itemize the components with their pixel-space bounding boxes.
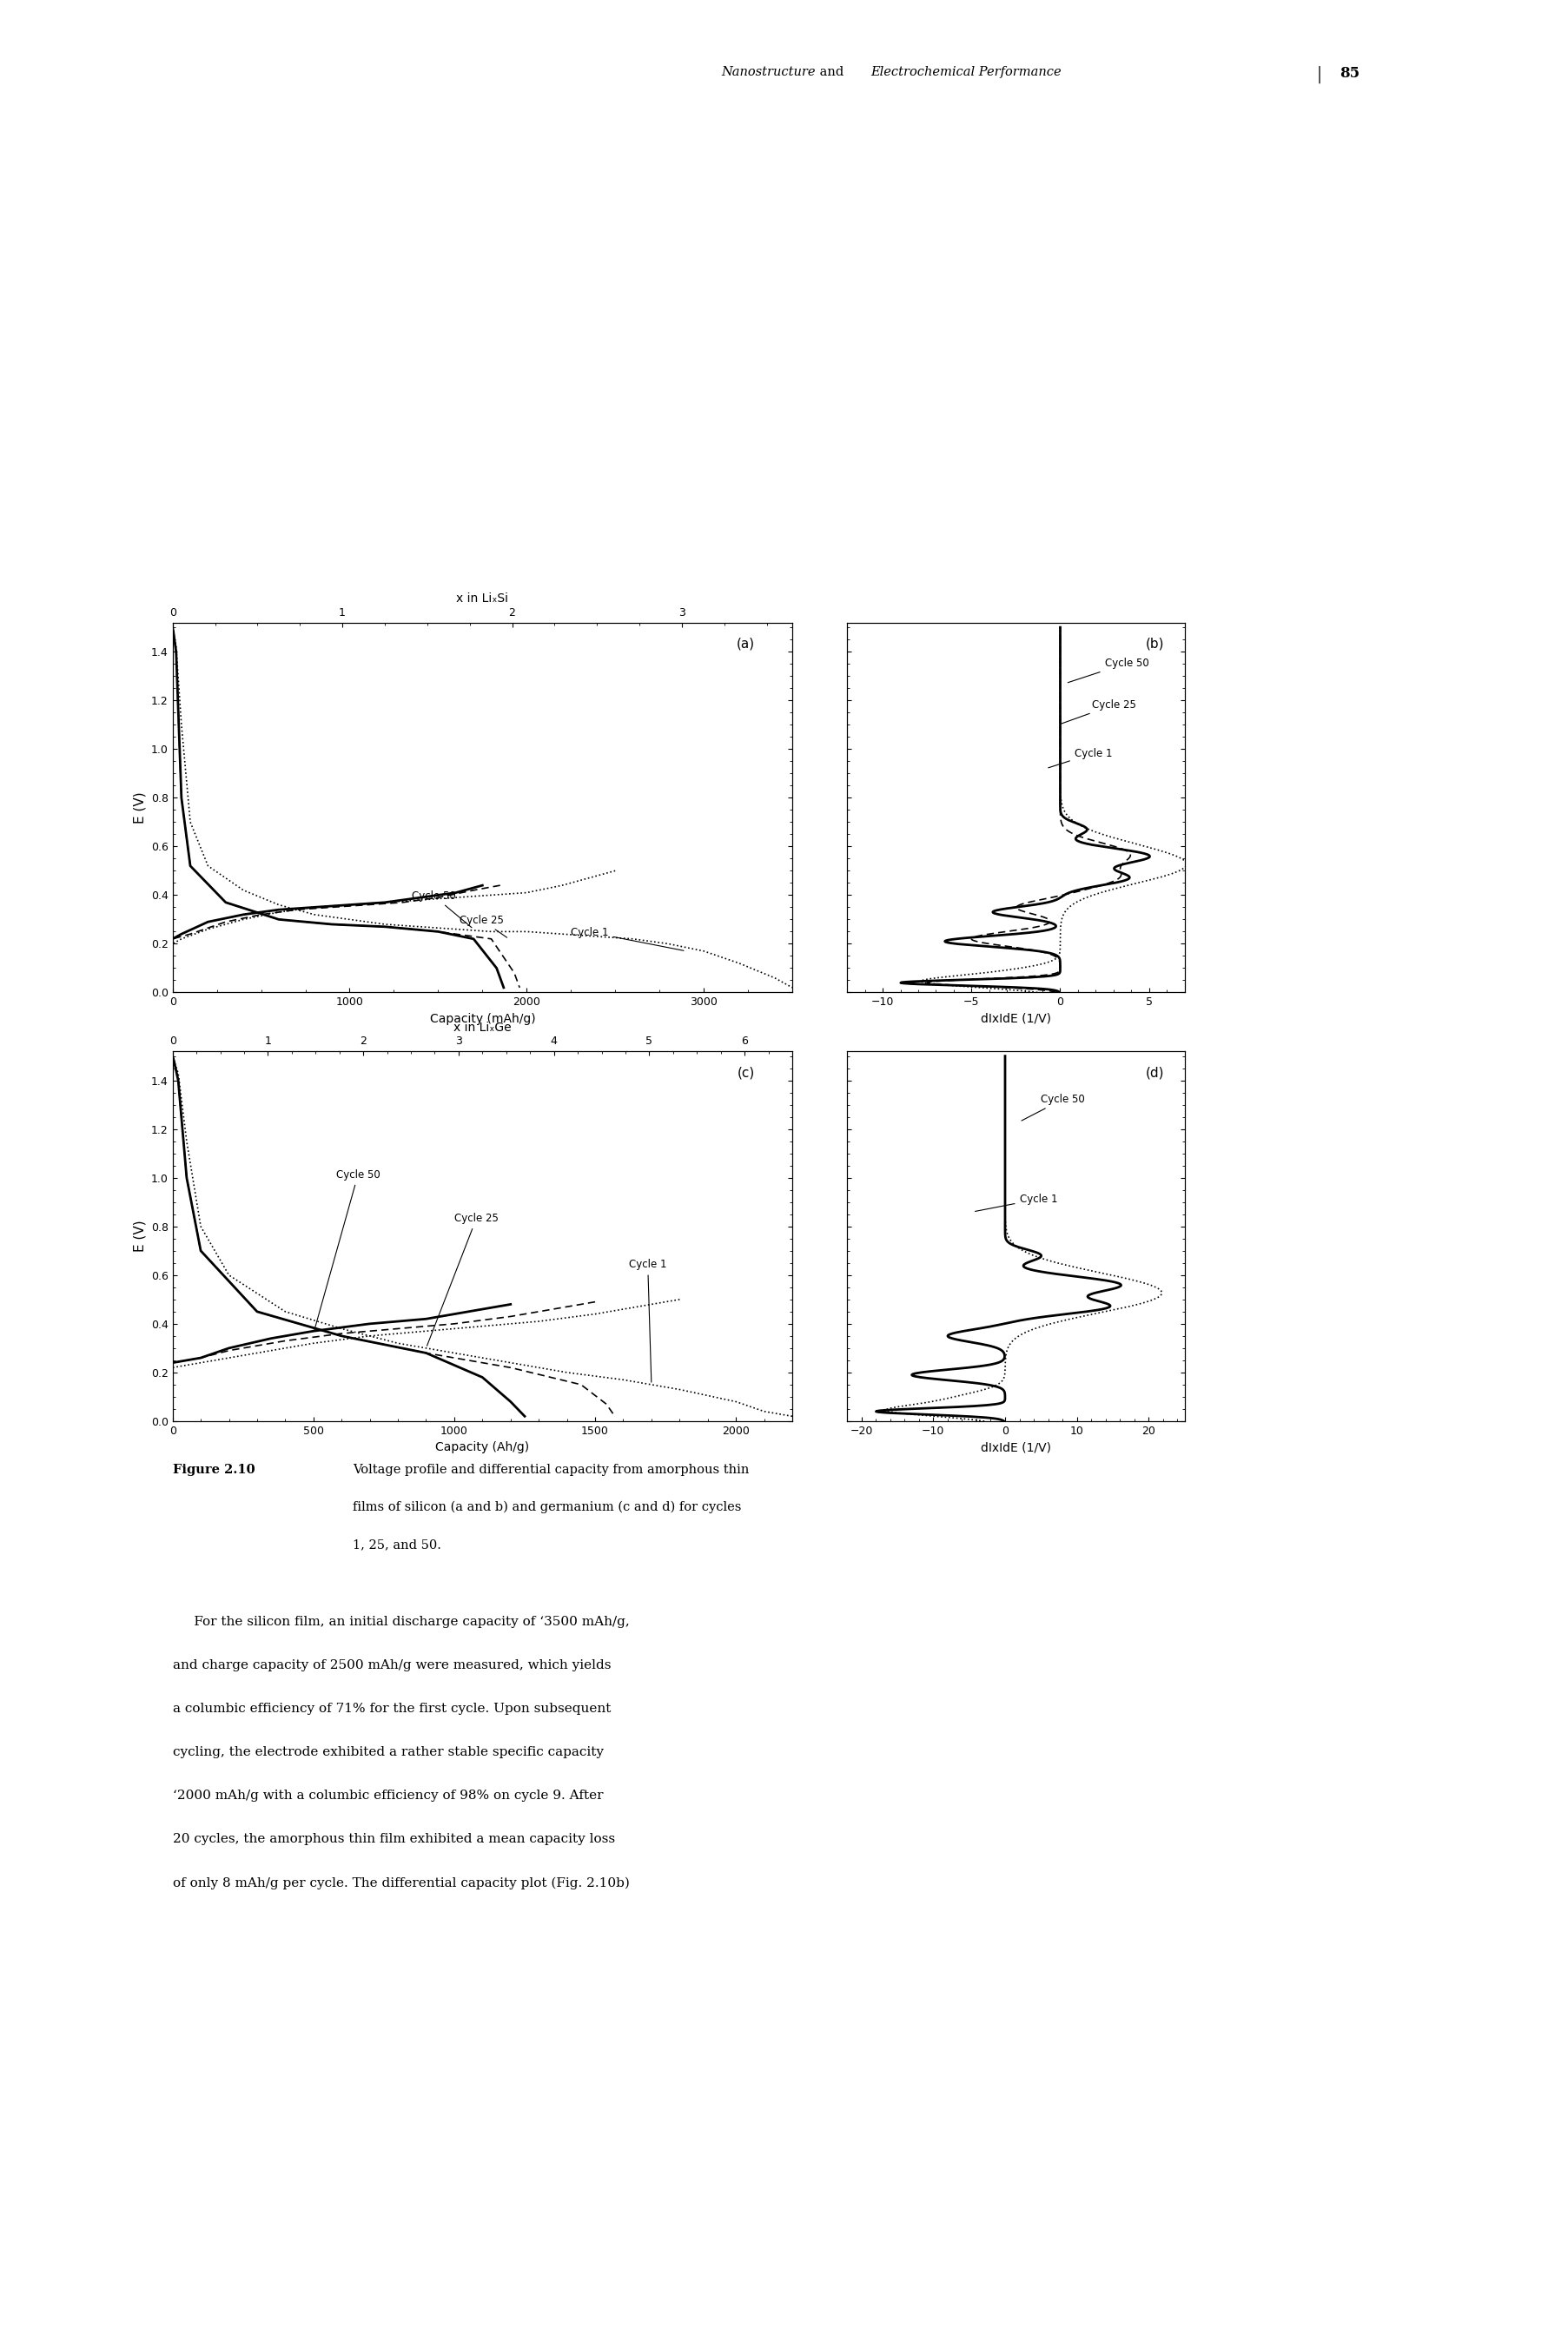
- Text: (a): (a): [737, 637, 754, 651]
- Text: 85: 85: [1339, 66, 1359, 80]
- Text: of only 8 mAh/g per cycle. The differential capacity plot (Fig. 2.10b): of only 8 mAh/g per cycle. The different…: [172, 1877, 629, 1889]
- Text: 20 cycles, the amorphous thin film exhibited a mean capacity loss: 20 cycles, the amorphous thin film exhib…: [172, 1832, 615, 1846]
- Text: Cycle 25: Cycle 25: [426, 1212, 499, 1346]
- X-axis label: x in LiₓSi: x in LiₓSi: [456, 592, 508, 604]
- Text: and charge capacity of 2500 mAh/g were measured, which yields: and charge capacity of 2500 mAh/g were m…: [172, 1658, 610, 1672]
- Text: Cycle 50: Cycle 50: [411, 890, 472, 928]
- Text: (b): (b): [1145, 637, 1163, 651]
- Text: films of silicon (a and b) and germanium (c and d) for cycles: films of silicon (a and b) and germanium…: [353, 1501, 742, 1513]
- Text: Cycle 50: Cycle 50: [1068, 658, 1148, 684]
- Text: Figure 2.10: Figure 2.10: [172, 1463, 254, 1475]
- Text: Cycle 25: Cycle 25: [1060, 700, 1135, 723]
- Text: 1, 25, and 50.: 1, 25, and 50.: [353, 1539, 441, 1550]
- X-axis label: x in LiₓGe: x in LiₓGe: [453, 1022, 511, 1034]
- Text: Electrochemical Performance: Electrochemical Performance: [870, 66, 1062, 78]
- Y-axis label: E (V): E (V): [133, 792, 146, 824]
- Text: Cycle 1: Cycle 1: [1047, 747, 1112, 768]
- Text: Cycle 50: Cycle 50: [314, 1170, 379, 1332]
- Text: Cycle 1: Cycle 1: [571, 926, 684, 951]
- Text: ‘2000 mAh/g with a columbic efficiency of 98% on cycle 9. After: ‘2000 mAh/g with a columbic efficiency o…: [172, 1790, 602, 1802]
- Text: Cycle 50: Cycle 50: [1021, 1095, 1085, 1120]
- Text: │: │: [1314, 66, 1323, 82]
- X-axis label: Capacity (mAh/g): Capacity (mAh/g): [430, 1012, 535, 1024]
- Text: a columbic efficiency of 71% for the first cycle. Upon subsequent: a columbic efficiency of 71% for the fir…: [172, 1703, 610, 1715]
- Text: Cycle 1: Cycle 1: [975, 1193, 1057, 1212]
- Text: Nanostructure: Nanostructure: [721, 66, 815, 78]
- Text: For the silicon film, an initial discharge capacity of ‘3500 mAh/g,: For the silicon film, an initial dischar…: [172, 1616, 629, 1628]
- Y-axis label: E (V): E (V): [133, 1219, 146, 1252]
- Text: Cycle 1: Cycle 1: [629, 1259, 666, 1381]
- X-axis label: dIxIdE (1/V): dIxIdE (1/V): [980, 1442, 1051, 1454]
- Text: Voltage profile and differential capacity from amorphous thin: Voltage profile and differential capacit…: [353, 1463, 750, 1475]
- Text: Cycle 25: Cycle 25: [459, 914, 506, 937]
- X-axis label: Capacity (Ah/g): Capacity (Ah/g): [436, 1442, 528, 1454]
- X-axis label: dIxIdE (1/V): dIxIdE (1/V): [980, 1012, 1051, 1024]
- Text: and: and: [815, 66, 847, 78]
- Text: (d): (d): [1145, 1066, 1163, 1078]
- Text: (c): (c): [737, 1066, 754, 1078]
- Text: cycling, the electrode exhibited a rather stable specific capacity: cycling, the electrode exhibited a rathe…: [172, 1748, 604, 1759]
